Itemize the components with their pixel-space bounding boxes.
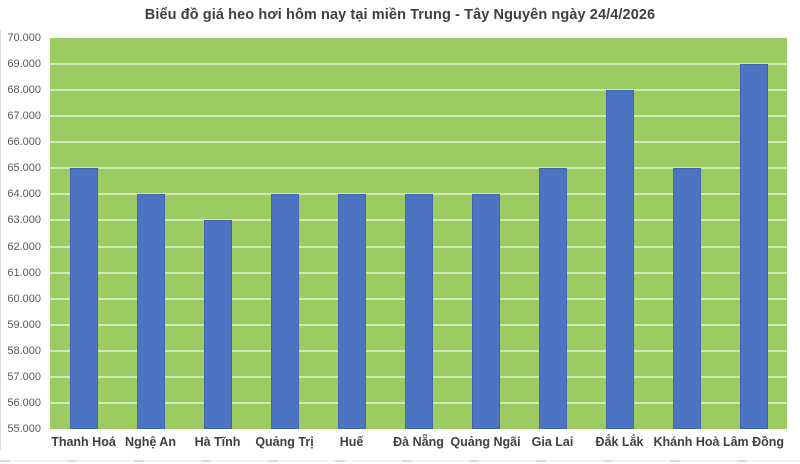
- y-tick-label: 62.000: [7, 240, 41, 253]
- bar: [471, 194, 500, 429]
- bar: [136, 194, 165, 429]
- y-axis: 55.000 56.000 57.000 58.000 59.000 60.000 61.0…: [0, 0, 45, 464]
- x-tick-label: Lâm Đồng: [722, 435, 785, 449]
- bar: [69, 168, 98, 429]
- x-tick-label: Nghệ An: [125, 435, 176, 449]
- x-tick-label: Huế: [339, 435, 364, 449]
- bar: [203, 220, 232, 429]
- gridline: [50, 89, 787, 92]
- cropped-table-top-border: [0, 460, 800, 462]
- y-tick-label: 67.000: [7, 110, 41, 123]
- bar: [605, 90, 634, 429]
- gridline: [50, 167, 787, 170]
- bar: [337, 194, 366, 429]
- x-tick-label: Khánh Hoà: [653, 435, 720, 449]
- y-tick-label: 60.000: [7, 292, 41, 305]
- bar: [538, 168, 567, 429]
- bar: [270, 194, 299, 429]
- y-tick-label: 65.000: [7, 162, 41, 175]
- x-tick-label: Hà Tĩnh: [194, 435, 241, 449]
- y-tick-label: 58.000: [7, 344, 41, 357]
- gridline: [50, 141, 787, 144]
- chart-title: Biểu đồ giá heo hơi hôm nay tại miền Tru…: [144, 7, 656, 23]
- x-tick-label: Quảng Trị: [255, 435, 314, 449]
- y-tick-label: 56.000: [7, 396, 41, 409]
- y-tick-label: 66.000: [7, 136, 41, 149]
- gridline: [50, 63, 787, 66]
- y-tick-label: 59.000: [7, 318, 41, 331]
- y-tick-label: 68.000: [7, 84, 41, 97]
- plot-area: [50, 38, 787, 429]
- x-tick-label: Đắk Lắk: [595, 435, 644, 449]
- x-tick-label: Thanh Hoá: [51, 435, 116, 449]
- x-tick-label: Quảng Ngãi: [450, 435, 521, 449]
- y-tick-label: 64.000: [7, 188, 41, 201]
- x-tick-label: Đà Nẵng: [393, 435, 444, 449]
- bar: [739, 64, 768, 429]
- y-tick-label: 69.000: [7, 58, 41, 71]
- y-tick-label: 70.000: [7, 32, 41, 44]
- page-left-border: [0, 30, 1, 450]
- x-tick-label: Gia Lai: [531, 435, 574, 449]
- y-tick-label: 57.000: [7, 370, 41, 383]
- bar: [404, 194, 433, 429]
- x-axis: Thanh Hoá Nghệ An Hà Tĩnh Quảng Trị Huế Đà Nẵ…: [50, 433, 787, 455]
- y-tick-label: 61.000: [7, 266, 41, 279]
- y-tick-label: 63.000: [7, 214, 41, 227]
- gridline: [50, 115, 787, 118]
- y-tick-label: 55.000: [7, 423, 41, 435]
- gridline: [50, 193, 787, 196]
- bar: [672, 168, 701, 429]
